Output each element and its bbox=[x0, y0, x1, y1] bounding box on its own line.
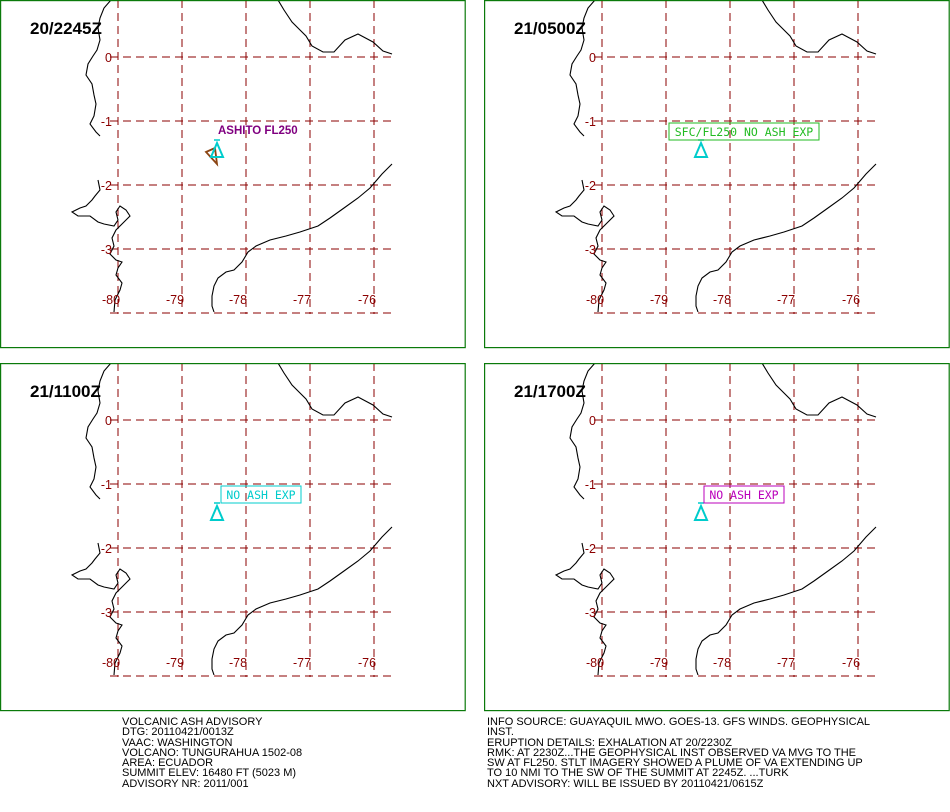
advisory-details-text: INFO SOURCE: GUAYAQUIL MWO. GOES-13. GFS… bbox=[487, 716, 871, 790]
longitude-label: -78 bbox=[713, 656, 731, 670]
coastline-north bbox=[277, 1, 393, 55]
longitude-label: -76 bbox=[842, 656, 860, 670]
latitude-label: -2 bbox=[101, 179, 112, 193]
longitude-label: -79 bbox=[650, 656, 668, 670]
advisory-line: ERUPTION DETAILS: EXHALATION AT 20/2230Z bbox=[487, 736, 732, 749]
volcano-triangle-icon bbox=[693, 502, 709, 521]
latitude-label: 0 bbox=[589, 414, 596, 428]
panel-time-title: 21/0500Z bbox=[514, 19, 586, 38]
longitude-label: -76 bbox=[358, 293, 376, 307]
longitude-label: -80 bbox=[102, 656, 120, 670]
longitude-label: -77 bbox=[293, 293, 311, 307]
advisory-line: SW AT FL250. STLT IMAGERY SHOWED A PLUME… bbox=[487, 757, 863, 770]
longitude-label: -79 bbox=[650, 293, 668, 307]
latitude-label: -1 bbox=[101, 115, 112, 129]
coastline-north bbox=[761, 364, 877, 418]
latitude-label: -3 bbox=[101, 606, 112, 620]
latitude-label: 0 bbox=[105, 414, 112, 428]
coastline-north bbox=[277, 364, 393, 418]
border-line bbox=[211, 163, 393, 313]
latitude-label: -3 bbox=[101, 243, 112, 257]
longitude-label: -80 bbox=[586, 656, 604, 670]
forecast-label: NO ASH EXP bbox=[709, 488, 778, 502]
longitude-label: -76 bbox=[842, 293, 860, 307]
advisory-line: TO 10 NMI TO THE SW OF THE SUMMIT AT 224… bbox=[487, 767, 789, 780]
volcano-triangle-icon bbox=[209, 139, 225, 158]
latitude-label: -1 bbox=[585, 478, 596, 492]
panel-time-title: 20/2245Z bbox=[30, 19, 102, 38]
latitude-label: -3 bbox=[585, 606, 596, 620]
advisory-line: VOLCANO: TUNGURAHUA 1502-08 bbox=[122, 746, 303, 759]
longitude-label: -80 bbox=[102, 293, 120, 307]
longitude-label: -77 bbox=[777, 293, 795, 307]
advisory-line: AREA: ECUADOR bbox=[122, 757, 214, 770]
latitude-label: 0 bbox=[105, 51, 112, 65]
panel-time-title: 21/1100Z bbox=[30, 382, 101, 401]
ash-label: ASHITO FL250 bbox=[218, 125, 298, 137]
panel-time-title: 21/1700Z bbox=[514, 382, 586, 401]
advisory-line: VAAC: WASHINGTON bbox=[122, 736, 233, 749]
map-panel-2: 0 -1 -2 -3 -80 -79 -78 -77 -76 21/0500Z SFC/FL250 … bbox=[484, 0, 950, 349]
coastline-west bbox=[554, 364, 615, 676]
coastline-north bbox=[761, 1, 877, 55]
longitude-label: -77 bbox=[777, 656, 795, 670]
border-line bbox=[695, 163, 877, 313]
advisory-line: VOLCANIC ASH ADVISORY bbox=[122, 716, 263, 728]
map-panel-1: 0 -1 -2 -3 -80 -79 -78 -77 -76 20/2245Z ASHITO FL2… bbox=[0, 0, 466, 349]
volcano-triangle-icon bbox=[209, 502, 225, 521]
forecast-label: NO ASH EXP bbox=[226, 488, 295, 502]
advisory-line: INFO SOURCE: GUAYAQUIL MWO. GOES-13. GFS… bbox=[487, 716, 871, 728]
advisory-line: RMK: AT 2230Z...THE GEOPHYSICAL INST OBS… bbox=[487, 746, 857, 759]
volcano-triangle-icon bbox=[693, 139, 709, 158]
longitude-label: -77 bbox=[293, 656, 311, 670]
forecast-label-box bbox=[703, 485, 785, 504]
map-panel-4: 0 -1 -2 -3 -80 -79 -78 -77 -76 21/1700Z NO ASH EXP bbox=[484, 363, 950, 712]
map-panel-3: 0 -1 -2 -3 -80 -79 -78 -77 -76 21/1100Z NO ASH EXP bbox=[0, 363, 466, 712]
coastline-west bbox=[70, 1, 131, 313]
coastline-west bbox=[554, 1, 615, 313]
forecast-label: SFC/FL250 NO ASH EXP bbox=[675, 125, 814, 139]
longitude-label: -80 bbox=[586, 293, 604, 307]
advisory-line: SUMMIT ELEV: 16480 FT (5023 M) bbox=[122, 767, 297, 780]
longitude-label: -79 bbox=[166, 656, 184, 670]
latitude-label: -3 bbox=[585, 243, 596, 257]
panel-frame bbox=[484, 0, 950, 349]
coastline-west bbox=[70, 364, 131, 676]
border-line bbox=[695, 526, 877, 676]
latitude-label: -2 bbox=[101, 542, 112, 556]
advisory-line: NXT ADVISORY: WILL BE ISSUED BY 20110421… bbox=[487, 777, 764, 790]
forecast-label-box bbox=[220, 485, 302, 504]
longitude-label: -76 bbox=[358, 656, 376, 670]
latitude-label: -1 bbox=[101, 478, 112, 492]
advisory-line: DTG: 20110421/0013Z bbox=[122, 726, 234, 739]
latitude-label: -2 bbox=[585, 542, 596, 556]
border-line bbox=[211, 526, 393, 676]
panel-frame bbox=[0, 0, 466, 349]
panel-frame bbox=[484, 363, 950, 712]
latitude-label: -1 bbox=[585, 115, 596, 129]
forecast-label-box bbox=[668, 122, 820, 141]
advisory-line: INST. bbox=[487, 726, 514, 739]
latitude-label: 0 bbox=[589, 51, 596, 65]
panel-frame bbox=[0, 363, 466, 712]
longitude-label: -78 bbox=[229, 656, 247, 670]
advisory-header-text: VOLCANIC ASH ADVISORY DTG: 20110421/0013Z… bbox=[122, 716, 303, 790]
longitude-label: -78 bbox=[713, 293, 731, 307]
latitude-label: -2 bbox=[585, 179, 596, 193]
longitude-label: -79 bbox=[166, 293, 184, 307]
advisory-line: ADVISORY NR: 2011/001 bbox=[122, 777, 249, 790]
longitude-label: -78 bbox=[229, 293, 247, 307]
